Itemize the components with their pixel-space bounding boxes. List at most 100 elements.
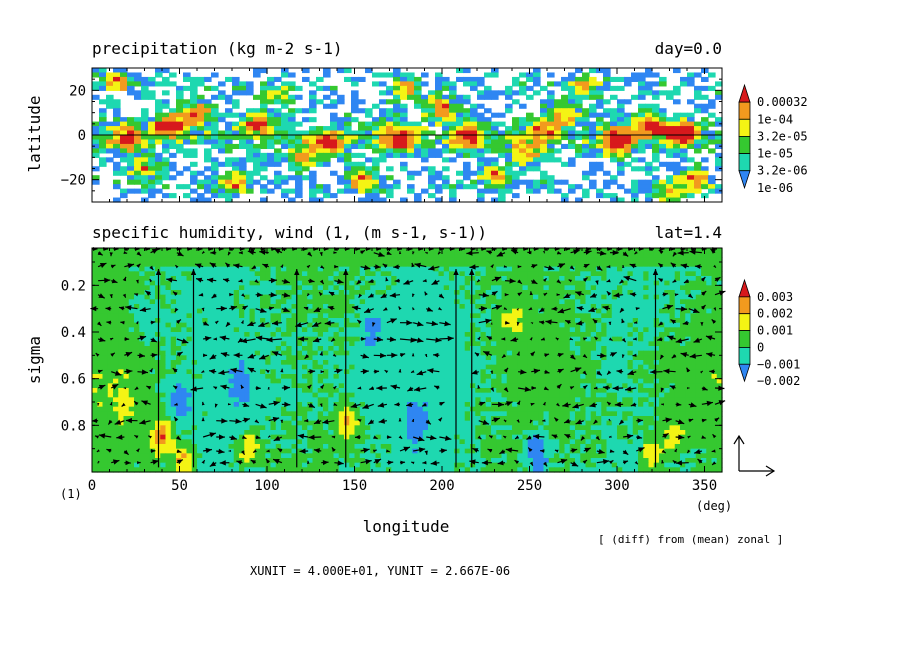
wind-arrow [563,418,571,424]
wind-arrow [439,335,454,342]
wind-arrow [662,417,672,423]
wind-arrow [621,265,625,268]
wind-arrow [360,336,366,342]
precip-yticks: 20 0 −20 [61,67,722,203]
wind-arrow [634,251,638,255]
wind-arrow [125,417,138,424]
wind-arrow [657,262,664,268]
wind-arrow [424,353,428,358]
wind-arrow [593,386,598,390]
wind-arrow [555,337,560,341]
wind-arrow [621,318,625,324]
wind-arrow [268,277,277,284]
wind-arrow [551,306,558,311]
wind-arrow [203,335,212,342]
wind-arrow [383,307,388,312]
wind-arrow [576,320,584,326]
wind-arrow [110,264,116,269]
wind-arrow [422,278,427,283]
wind-arrow [382,263,388,269]
wind-arrow [203,447,213,454]
wind-arrow [313,448,322,454]
wind-arrow [368,278,374,283]
wind-arrow [386,336,397,342]
wind-arrow [240,320,244,324]
wind-arrow [166,277,177,283]
wind-arrow [229,305,238,311]
wind-arrow [439,435,452,441]
wind-arrow [97,384,106,390]
wind-arrow [331,447,336,452]
wind-arrow [241,293,246,298]
precip-ytick-label: 0 [78,128,86,144]
wind-arrow [658,277,664,283]
wind-arrow [551,434,558,439]
wind-arrow [491,401,505,408]
wind-arrow [528,307,533,311]
wind-arrow [313,306,322,313]
wind-arrow [266,449,270,453]
wind-arrow [714,276,721,283]
humidity-ylabel: sigma [25,336,44,384]
wind-arrow [94,435,100,439]
wind-arrow [308,278,315,284]
wind-arrow [582,337,588,341]
wind-arrow [201,369,205,374]
wind-arrow [281,292,291,298]
wind-arrow [124,368,133,375]
wind-arrow [229,434,238,441]
wind-arrow [542,250,546,254]
wind-arrow [281,306,290,313]
wind-arrow [538,307,545,313]
wind-arrow [658,249,664,255]
wind-arrow [220,352,230,358]
wind-arrow [531,386,537,390]
wind-arrow [330,337,336,342]
wind-arrow [213,386,218,390]
wind-arrow [416,370,427,376]
wind-arrow [265,458,271,464]
colorbar-segment [738,313,751,331]
wind-arrow [208,368,217,374]
wind-arrow [711,449,716,453]
wind-arrow [530,321,534,325]
wind-arrow [247,353,256,359]
wind-arrow [673,448,678,453]
wind-arrow [224,262,231,268]
wind-arrow [106,320,112,325]
wind-arrow [97,262,107,268]
humidity-xticks: 0 50 100 150 200 250 300 350 [88,248,723,494]
wind-arrow [675,306,688,312]
wind-arrow [201,417,205,422]
wind-arrow [583,447,591,453]
wind-arrow [386,318,397,324]
wind-arrow [218,369,230,376]
wind-arrow [137,369,149,375]
wind-arrow [172,291,178,296]
wind-arrow [675,460,689,466]
wind-arrow [701,290,707,296]
wind-arrow [255,335,269,341]
wind-arrow [139,419,151,425]
wind-arrow [265,369,270,374]
wind-arrow [430,460,440,466]
wind-arrow [555,402,560,407]
wind-arrow [96,321,102,327]
wind-arrow [357,386,362,390]
wind-arrow [373,435,378,440]
wind-arrow [141,400,151,406]
wind-arrow [173,416,179,422]
wind-arrow [174,402,178,406]
wind-arrow [478,292,489,298]
wind-arrow [111,370,122,376]
wind-arrow [299,448,309,454]
precip-xticks [91,68,723,202]
wind-arrow [216,448,225,455]
wind-arrow [428,265,440,271]
wind-arrow [477,336,481,341]
wind-arrow [304,418,309,423]
wind-arrow [674,293,679,297]
updraft-arrow [343,269,349,468]
wind-arrow [238,278,243,283]
wind-arrow [517,265,522,269]
